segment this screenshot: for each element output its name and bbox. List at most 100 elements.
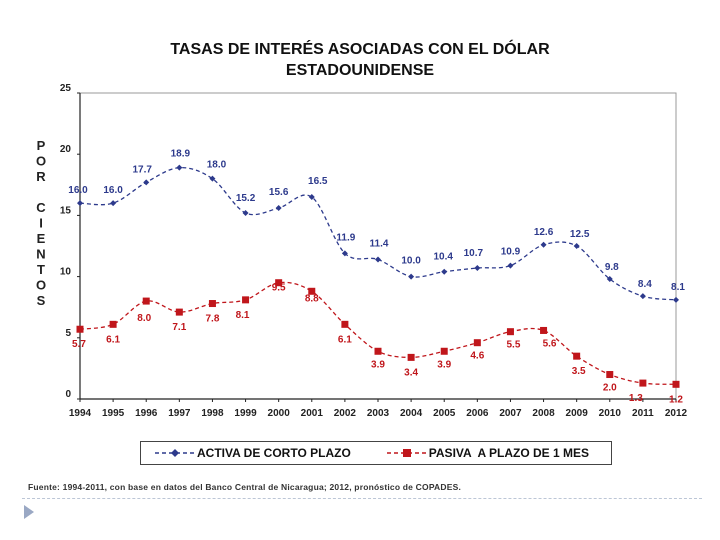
- data-point-pasiva: [506, 328, 514, 336]
- data-label-activa: 18.0: [207, 160, 227, 171]
- chart-title: TASAS DE INTERÉS ASOCIADAS CON EL DÓLAR: [170, 41, 550, 58]
- data-label-activa: 8.1: [671, 282, 685, 293]
- data-point-activa: [540, 241, 547, 248]
- y-tick-label: 10: [60, 267, 72, 278]
- data-point-pasiva: [407, 353, 415, 361]
- x-tick-label: 2010: [599, 408, 622, 419]
- x-tick-label: 2007: [499, 408, 522, 419]
- x-tick-label: 2003: [367, 408, 390, 419]
- data-point-activa: [474, 265, 481, 272]
- legend-marker-pasiva: [386, 449, 427, 457]
- data-label-activa: 12.6: [534, 227, 554, 238]
- y-axis-label-letter: R: [36, 169, 46, 184]
- data-point-activa: [507, 262, 514, 269]
- data-label-pasiva: 7.8: [205, 314, 219, 325]
- data-point-activa: [242, 209, 249, 216]
- data-label-activa: 12.5: [570, 229, 590, 240]
- data-label-activa: 10.9: [501, 247, 521, 258]
- data-point-pasiva: [208, 300, 216, 308]
- data-point-activa: [308, 194, 315, 201]
- data-label-pasiva: 7.1: [172, 322, 186, 333]
- data-label-pasiva: 8.0: [137, 313, 151, 324]
- legend-item-pasiva: PASIVA A PLAZO DE 1 MES: [385, 446, 589, 460]
- data-point-activa: [375, 256, 381, 263]
- data-label-activa: 16.0: [103, 185, 123, 196]
- data-label-pasiva: 5.5: [506, 340, 520, 351]
- x-tick-label: 2000: [268, 408, 291, 419]
- data-label-activa: 11.4: [370, 238, 389, 249]
- y-tick-label: 15: [60, 205, 72, 216]
- data-point-activa: [176, 164, 183, 171]
- data-point-pasiva: [275, 279, 283, 287]
- data-label-activa: 11.9: [336, 232, 355, 243]
- x-tick-label: 1999: [234, 408, 257, 419]
- data-point-activa: [143, 179, 150, 186]
- y-axis-label-letter: T: [37, 262, 45, 277]
- data-point-activa: [639, 293, 646, 300]
- x-tick-label: 2012: [665, 408, 688, 419]
- data-label-pasiva: 5.6: [543, 338, 557, 349]
- data-label-pasiva: 8.1: [236, 310, 250, 321]
- legend-label-pasiva: PASIVA A PLAZO DE 1 MES: [428, 446, 590, 460]
- x-tick-label: 2006: [466, 408, 489, 419]
- y-axis-label-letter: S: [37, 293, 46, 308]
- data-label-pasiva: 8.8: [305, 293, 319, 304]
- data-label-pasiva: 4.6: [470, 351, 484, 362]
- data-point-pasiva: [672, 380, 680, 388]
- data-label-activa: 10.0: [401, 256, 421, 267]
- data-label-activa: 9.8: [605, 262, 619, 273]
- legend-label-activa: ACTIVA DE CORTO PLAZO: [197, 446, 351, 460]
- x-tick-label: 2009: [566, 408, 589, 419]
- data-label-pasiva: 3.5: [572, 366, 586, 377]
- y-tick-label: 5: [65, 328, 71, 339]
- y-axis-label-letter: O: [36, 154, 46, 169]
- data-point-activa: [441, 268, 448, 275]
- x-tick-label: 1998: [201, 408, 224, 419]
- next-slide-arrow-icon[interactable]: [24, 505, 34, 519]
- data-label-pasiva: 6.1: [338, 334, 352, 345]
- chart-legend: ACTIVA DE CORTO PLAZO PASIVA A PLAZO DE …: [140, 441, 612, 465]
- x-tick-label: 2005: [433, 408, 456, 419]
- chart-title-line2: ESTADOUNIDENSE: [285, 62, 435, 79]
- data-point-pasiva: [142, 297, 150, 305]
- x-tick-label: 1997: [168, 408, 191, 419]
- data-point-pasiva: [109, 320, 117, 328]
- slide-divider: [22, 498, 702, 499]
- data-point-activa: [408, 273, 415, 280]
- y-tick-label: 25: [60, 83, 72, 94]
- data-label-pasiva: 3.9: [437, 359, 451, 370]
- y-axis-label-letter: C: [36, 200, 46, 215]
- data-point-pasiva: [175, 308, 183, 316]
- data-label-activa: 17.7: [132, 164, 152, 175]
- legend-item-activa: ACTIVA DE CORTO PLAZO: [153, 446, 351, 460]
- data-point-pasiva: [76, 325, 84, 333]
- data-point-pasiva: [573, 352, 581, 360]
- data-label-pasiva: 3.4: [404, 367, 418, 378]
- data-point-pasiva: [440, 347, 448, 355]
- data-label-pasiva: 5.7: [72, 339, 86, 350]
- data-point-pasiva: [308, 287, 316, 295]
- x-tick-label: 2011: [632, 408, 654, 419]
- data-point-pasiva: [473, 339, 481, 347]
- data-point-activa: [275, 205, 282, 212]
- data-point-pasiva: [639, 379, 647, 387]
- data-label-pasiva: 9.5: [272, 283, 286, 294]
- data-point-pasiva: [242, 296, 250, 304]
- data-label-activa: 18.9: [171, 149, 191, 160]
- data-point-pasiva: [341, 320, 349, 328]
- data-label-pasiva: 3.9: [371, 359, 385, 370]
- data-point-pasiva: [606, 371, 614, 379]
- x-tick-label: 2008: [532, 408, 555, 419]
- data-label-activa: 8.4: [638, 279, 652, 290]
- y-axis-label-letter: N: [36, 247, 45, 262]
- y-tick-label: 0: [65, 389, 71, 400]
- data-point-activa: [209, 175, 216, 182]
- data-point-activa: [77, 200, 83, 207]
- data-label-activa: 15.2: [236, 193, 256, 204]
- data-label-activa: 10.4: [433, 252, 453, 263]
- data-label-activa: 15.6: [269, 187, 289, 198]
- data-label-activa: 10.7: [464, 248, 484, 259]
- data-point-activa: [573, 243, 580, 249]
- x-tick-label: 1994: [69, 408, 92, 419]
